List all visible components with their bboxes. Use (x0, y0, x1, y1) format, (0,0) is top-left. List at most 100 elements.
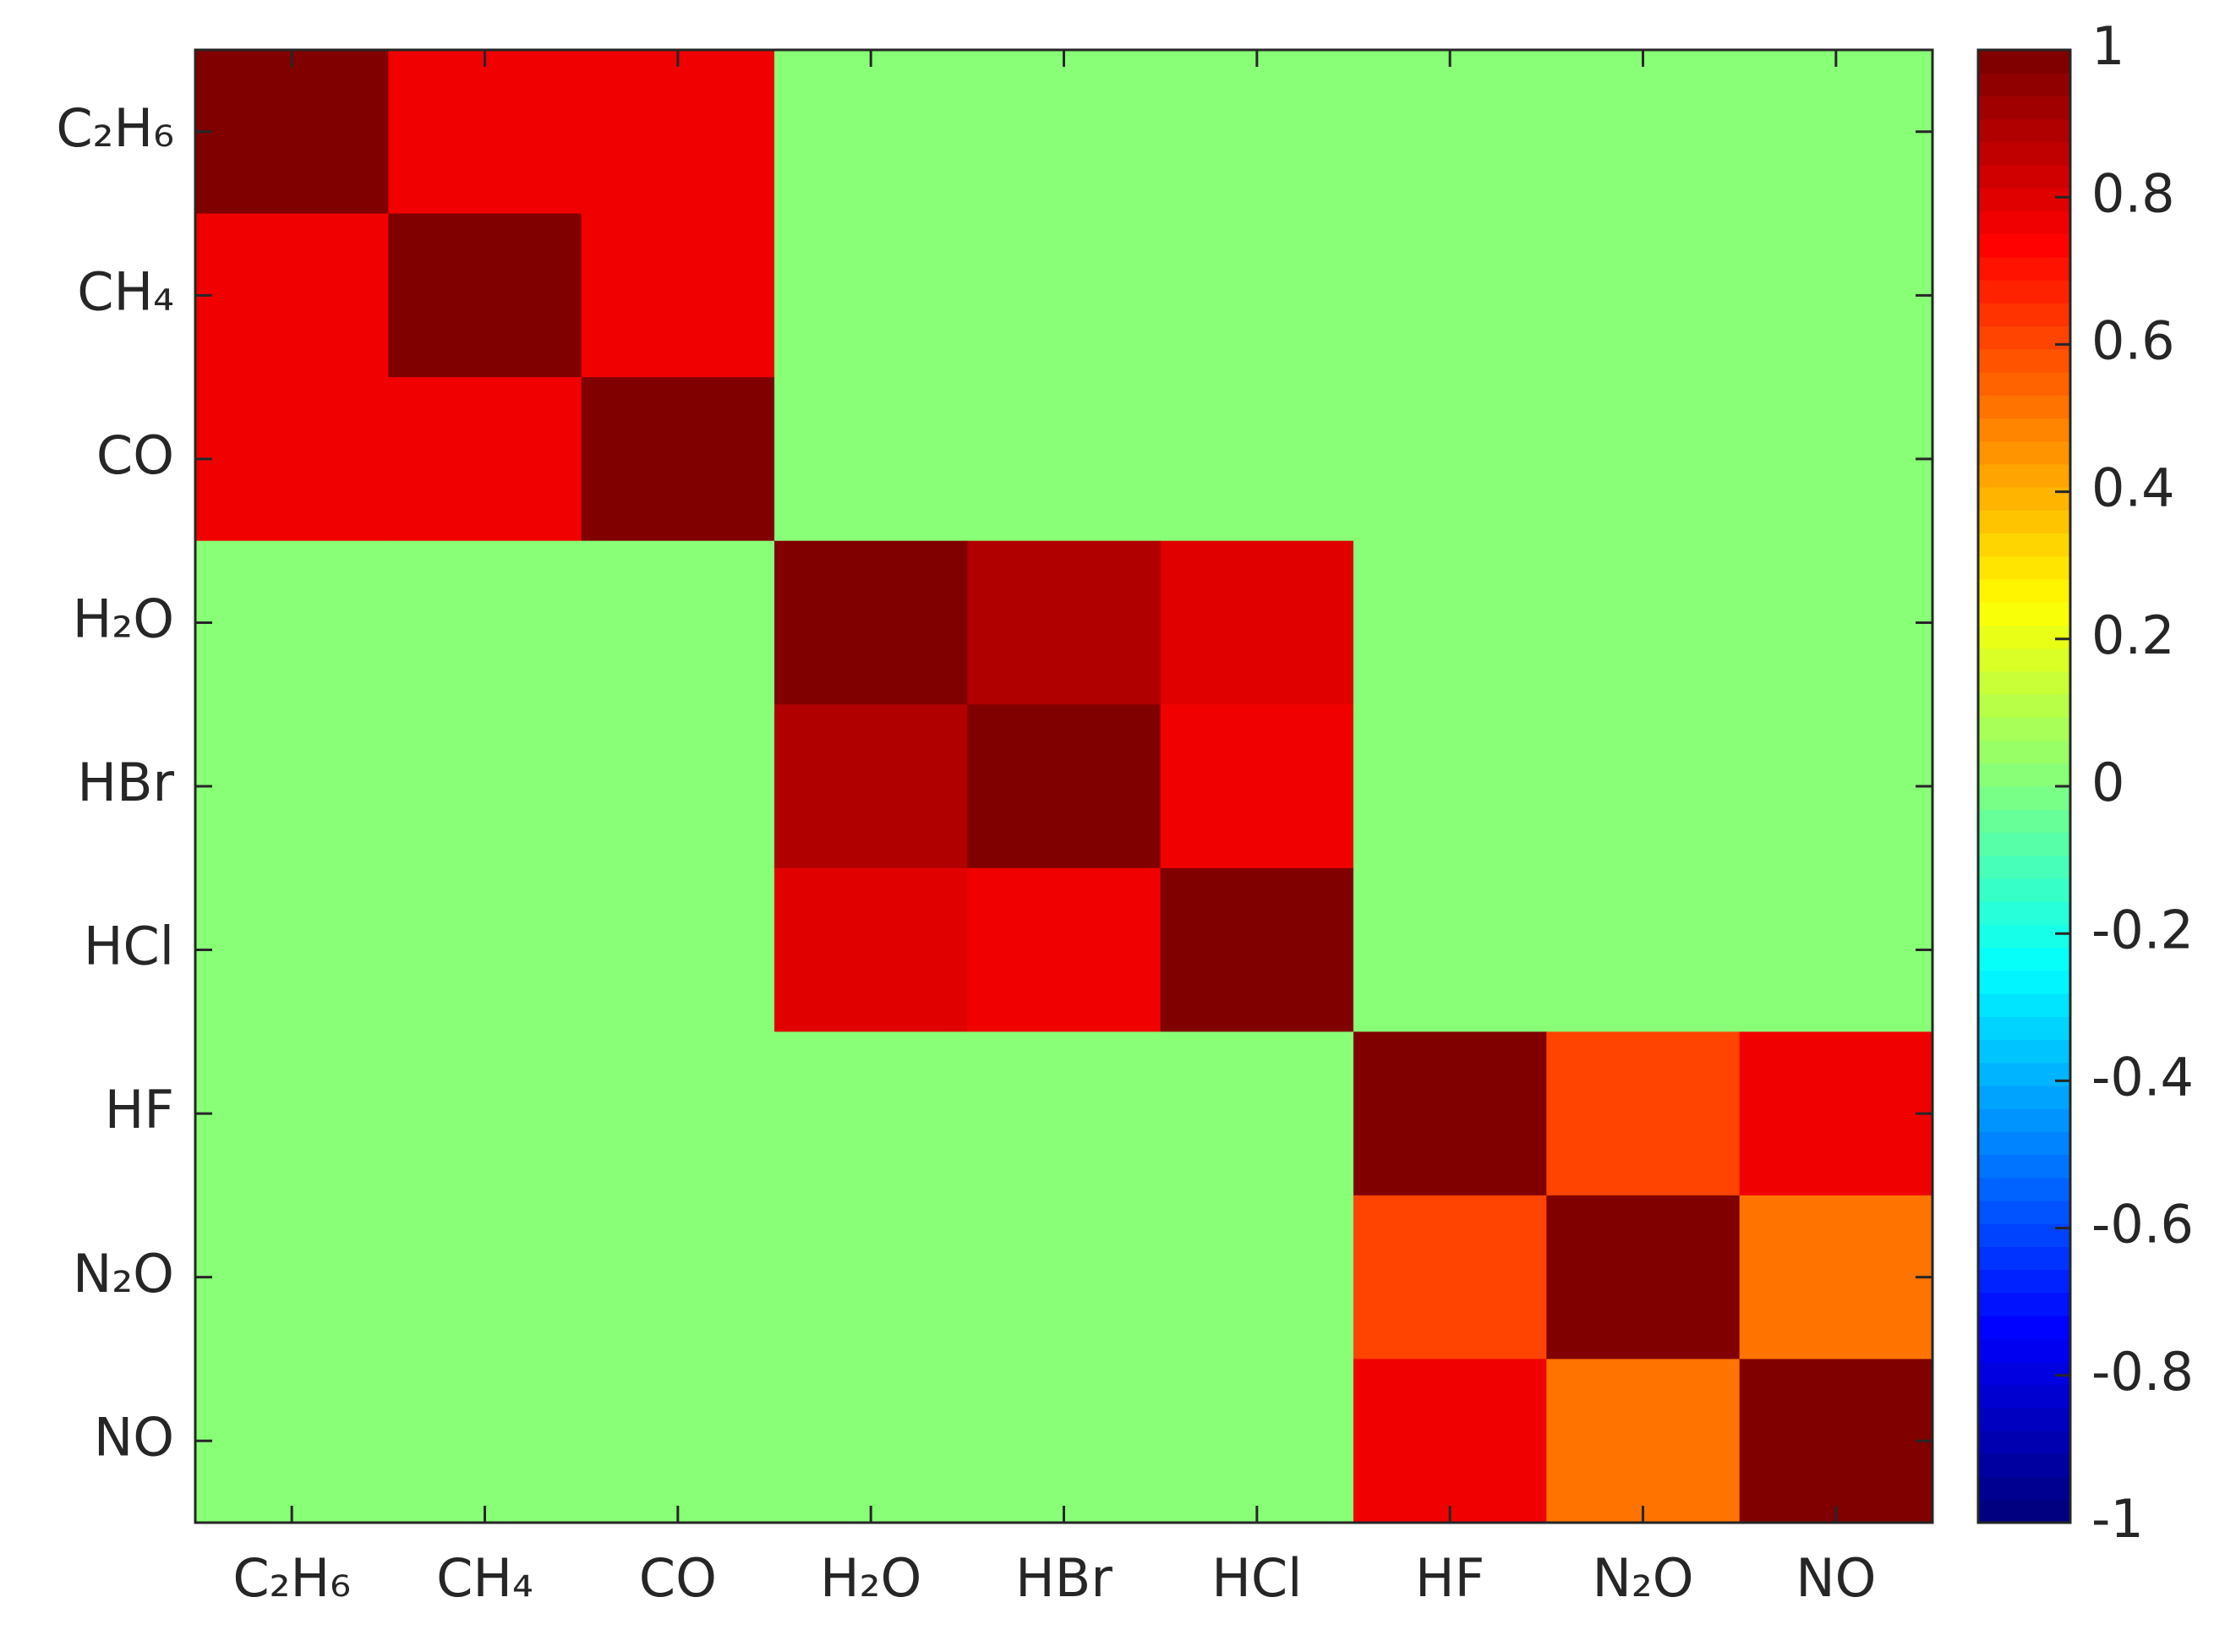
colorbar-swatch (1978, 440, 2070, 465)
cell (774, 1031, 968, 1196)
colorbar-swatch (1978, 418, 2070, 442)
cell (1546, 1031, 1741, 1196)
colorbar-swatch (1978, 670, 2070, 695)
colorbar-swatch (1978, 1316, 2070, 1339)
x-tick-label: NO (1796, 1547, 1876, 1609)
colorbar-swatch (1978, 1476, 2070, 1501)
cell (1353, 50, 1547, 215)
cell (388, 1195, 582, 1359)
x-tick-label: C₂H₆ (232, 1547, 351, 1609)
cell (1353, 213, 1547, 378)
cell (1160, 867, 1354, 1032)
cell (1160, 540, 1354, 705)
cell (388, 540, 582, 705)
cell (581, 1031, 775, 1196)
cell (967, 377, 1162, 542)
cell (581, 377, 775, 542)
colorbar-swatch (1978, 717, 2070, 741)
colorbar-swatch (1978, 188, 2070, 212)
cell (774, 1195, 968, 1359)
cell (967, 540, 1162, 705)
cell (1160, 50, 1354, 215)
cell (388, 1359, 582, 1523)
colorbar-swatch (1978, 348, 2070, 373)
cell (774, 704, 968, 869)
colorbar-swatch (1978, 901, 2070, 925)
colorbar-swatch (1978, 1292, 2070, 1316)
colorbar-swatch (1978, 1430, 2070, 1454)
cell (581, 540, 775, 705)
cell (1160, 1031, 1354, 1196)
colorbar-tick-label: 1 (2091, 15, 2124, 77)
colorbar-swatch (1978, 855, 2070, 879)
colorbar-swatch (1978, 1499, 2070, 1523)
colorbar-swatch (1978, 395, 2070, 418)
cell (195, 377, 389, 542)
cell (774, 50, 968, 215)
cell (967, 867, 1162, 1032)
colorbar-swatch (1978, 1453, 2070, 1478)
colorbar-swatch (1978, 1407, 2070, 1431)
cell (195, 1031, 389, 1196)
cell (1546, 213, 1741, 378)
cell (388, 213, 582, 378)
colorbar-tick-label: -0.4 (2091, 1046, 2194, 1108)
cell (581, 50, 775, 215)
cell (774, 540, 968, 705)
cell (581, 867, 775, 1032)
colorbar-swatch (1978, 256, 2070, 281)
cell (774, 213, 968, 378)
colorbar-swatch (1978, 233, 2070, 258)
cell (1739, 1031, 1933, 1196)
cell (967, 1031, 1162, 1196)
colorbar-swatch (1978, 118, 2070, 143)
x-tick-label: HCl (1211, 1547, 1302, 1609)
colorbar-swatch (1978, 555, 2070, 580)
cell (195, 704, 389, 869)
cell (195, 540, 389, 705)
y-tick-label: H₂O (73, 588, 174, 650)
colorbar-swatch (1978, 1338, 2070, 1362)
colorbar-swatch (1978, 1384, 2070, 1409)
x-tick-label: H₂O (820, 1547, 921, 1609)
colorbar-swatch (1978, 463, 2070, 488)
cell (388, 377, 582, 542)
cell (195, 1195, 389, 1359)
cell (1739, 867, 1933, 1032)
colorbar-swatch (1978, 1062, 2070, 1086)
colorbar-swatch (1978, 993, 2070, 1017)
cell (1160, 1359, 1354, 1523)
cell (967, 1195, 1162, 1359)
cell (1546, 1195, 1741, 1359)
colorbar-swatch (1978, 970, 2070, 994)
colorbar-tick-label: 0 (2091, 752, 2124, 813)
colorbar-swatch (1978, 924, 2070, 949)
colorbar-swatch (1978, 73, 2070, 96)
cell (1353, 540, 1547, 705)
colorbar-swatch (1978, 1361, 2070, 1386)
colorbar-swatch (1978, 1131, 2070, 1155)
colorbar-swatch (1978, 325, 2070, 350)
colorbar-swatch (1978, 1039, 2070, 1064)
colorbar-tick-label: -0.2 (2091, 899, 2194, 960)
cell (581, 704, 775, 869)
cell (581, 1195, 775, 1359)
x-tick-label: HBr (1015, 1547, 1112, 1609)
colorbar-swatch (1978, 510, 2070, 534)
cell (1160, 704, 1354, 869)
colorbar-swatch (1978, 947, 2070, 971)
colorbar-swatch (1978, 1154, 2070, 1179)
y-tick-label: N₂O (73, 1243, 174, 1305)
cell (1546, 704, 1741, 869)
cell (195, 50, 389, 215)
cell (195, 213, 389, 378)
colorbar-tick-label: 0.8 (2091, 162, 2175, 224)
y-tick-label: HF (105, 1079, 174, 1141)
colorbar-swatch (1978, 1177, 2070, 1201)
colorbar-swatch (1978, 50, 2070, 74)
x-tick-label: HF (1415, 1547, 1484, 1609)
colorbar-swatch (1978, 602, 2070, 626)
colorbar-swatch (1978, 1246, 2070, 1271)
colorbar-swatch (1978, 372, 2070, 396)
